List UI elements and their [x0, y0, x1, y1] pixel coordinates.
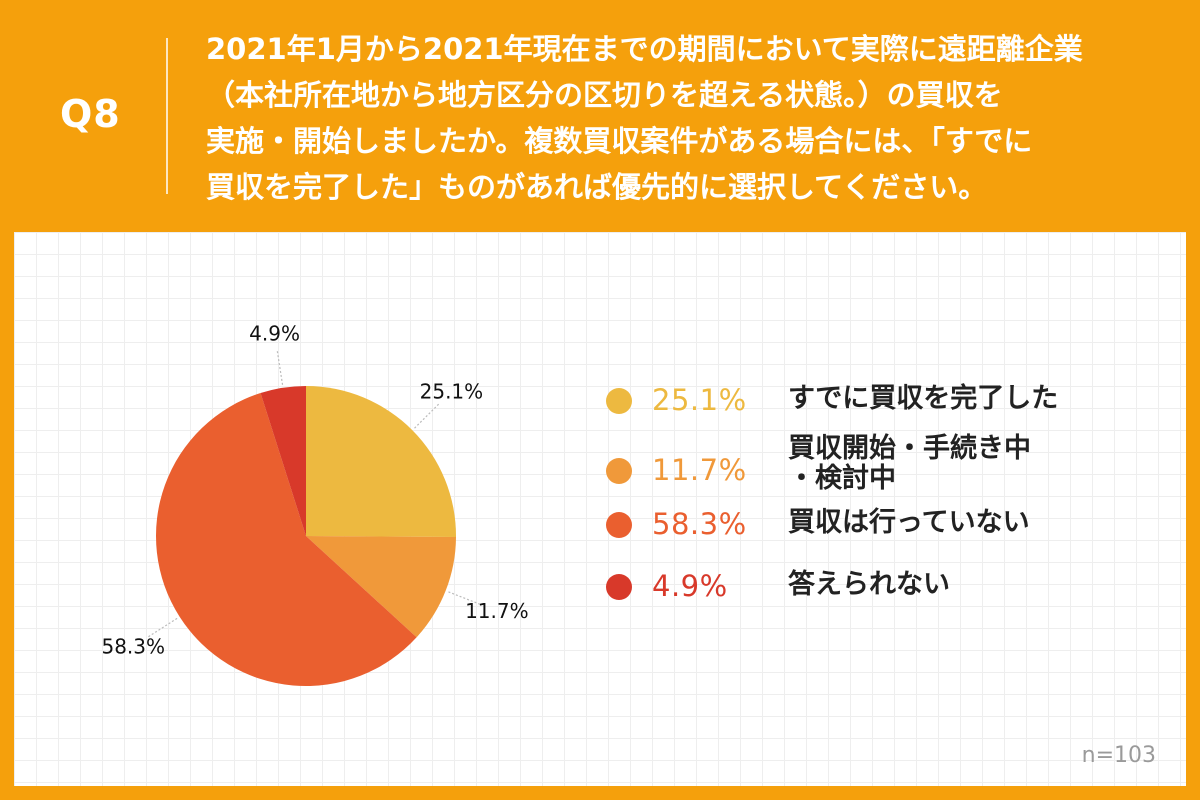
- pie-slice: [156, 393, 417, 686]
- legend-label: 買収開始・手続き中 ・検討中: [788, 433, 1031, 494]
- legend-swatch: [606, 458, 632, 484]
- legend-percent: 25.1%: [652, 383, 747, 417]
- leader-line: [147, 617, 178, 638]
- legend-label: すでに買収を完了した: [788, 383, 1059, 414]
- pie-chart: 25.1% 11.7% 58.3% 4.9%: [101, 321, 529, 686]
- slice-percent-label: 4.9%: [249, 321, 300, 345]
- legend-swatch: [606, 574, 632, 600]
- legend-label: 買収は行っていない: [788, 507, 1030, 538]
- legend: 25.1% すでに買収を完了した 11.7% 買収開始・手続き中 ・検討中 58…: [606, 380, 1166, 628]
- question-line: 2021年1月から2021年現在までの期間において実際に遠距離企業: [206, 32, 1083, 66]
- question-line: （本社所在地から地方区分の区切りを超える状態。）の買収を: [206, 78, 1003, 112]
- legend-percent: 11.7%: [652, 453, 747, 487]
- question-number: Q8: [60, 92, 121, 136]
- slice-percent-label: 11.7%: [465, 599, 529, 623]
- legend-item: 4.9% 答えられない: [606, 566, 1166, 628]
- legend-percent: 58.3%: [652, 507, 747, 541]
- question-line: 実施・開始しましたか。複数買収案件がある場合には、「すでに: [206, 124, 1033, 158]
- question-line: 買収を完了した」ものがあれば優先的に選択してください。: [206, 170, 988, 204]
- pie-slice: [306, 536, 456, 638]
- legend-item: 58.3% 買収は行っていない: [606, 504, 1166, 566]
- leader-line: [414, 403, 440, 429]
- legend-label: 答えられない: [788, 569, 950, 600]
- legend-swatch: [606, 512, 632, 538]
- pie-slice: [260, 386, 306, 536]
- header-divider: [166, 38, 168, 194]
- sample-size: n=103: [1081, 743, 1156, 768]
- slice-percent-label: 58.3%: [101, 634, 165, 658]
- leader-line: [276, 350, 284, 385]
- legend-item: 25.1% すでに買収を完了した: [606, 380, 1166, 442]
- question-header: Q8 2021年1月から2021年現在までの期間において実際に遠距離企業 （本社…: [0, 0, 1200, 232]
- legend-swatch: [606, 388, 632, 414]
- legend-percent: 4.9%: [652, 569, 728, 603]
- legend-item: 11.7% 買収開始・手続き中 ・検討中: [606, 434, 1166, 504]
- question-text: 2021年1月から2021年現在までの期間において実際に遠距離企業 （本社所在地…: [206, 26, 1166, 210]
- pie-slice: [306, 386, 456, 537]
- chart-panel: 25.1% 11.7% 58.3% 4.9% 25.1% すでに買収を完了した 11.…: [14, 232, 1186, 786]
- slice-percent-label: 25.1%: [420, 379, 484, 403]
- leader-line: [448, 591, 482, 606]
